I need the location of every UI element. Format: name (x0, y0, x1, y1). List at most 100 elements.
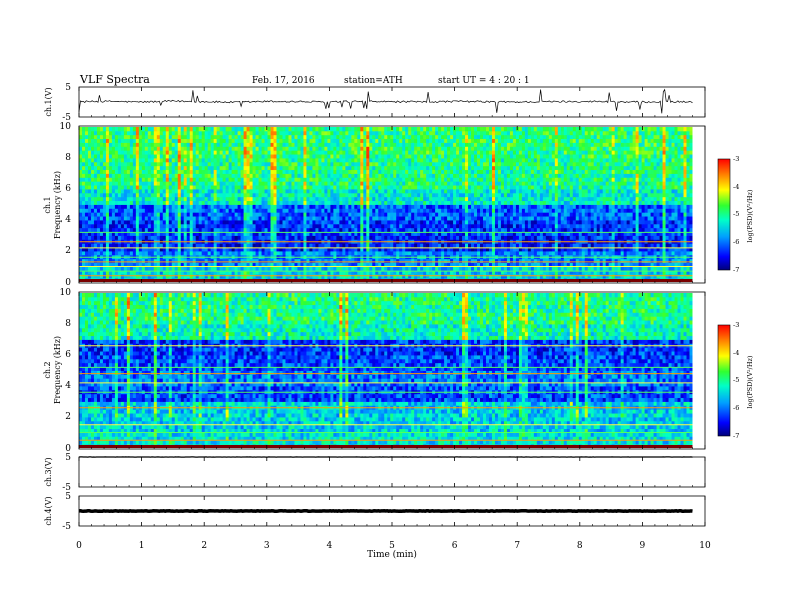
ch1-spectrogram-cell (650, 262, 654, 267)
ch1-spectrogram-cell (96, 247, 101, 252)
ch1-spectrogram-cell (641, 243, 645, 248)
ch1-spectrogram-cell (297, 212, 301, 217)
ch1-spectrogram-cell (144, 243, 149, 248)
ch1-spectrogram-cell (471, 216, 475, 221)
ch1-spectrogram-cell (330, 196, 334, 202)
ch1-spectrogram-cell (414, 200, 418, 205)
ch1-spectrogram-cell (135, 274, 140, 279)
ch1-spectrogram-cell (87, 251, 92, 256)
ch1-spectrogram-cell (159, 212, 164, 217)
ch1-spectrogram-cell (180, 216, 185, 221)
ch1-spectrogram-cell (420, 196, 424, 202)
ch1-spectrogram-cell (345, 220, 349, 225)
ch1-spectrogram-cell (405, 189, 409, 194)
ch1-spectrogram-cell (432, 274, 436, 279)
ch1-spectrogram-cell (542, 270, 547, 275)
ch1-spectrogram-cell (165, 251, 170, 256)
ch1-spectrogram-cell (497, 231, 502, 236)
ch1-spectrogram-cell (303, 243, 307, 248)
ch1-spectrogram-cell (348, 243, 352, 248)
ch1-spectrogram-cell (108, 274, 113, 279)
ch1-spectrogram-cell (135, 223, 140, 229)
ch1-spectrogram-cell (366, 247, 370, 252)
ch1-spectrogram-cell (518, 258, 523, 264)
ch1-spectrogram-cell (174, 223, 179, 229)
ch1-spectrogram-cell (132, 235, 137, 240)
ch1-spectrogram-cell (99, 220, 104, 225)
ch1-spectrogram-cell (363, 200, 367, 205)
ch1-spectrogram-cell (405, 231, 409, 236)
ch1-spectrogram-cell (129, 189, 134, 194)
ch1-spectrogram-cell (204, 192, 209, 198)
ch1-spectrogram-cell (210, 212, 215, 217)
ch1-spectrogram-cell (581, 196, 586, 202)
ch1-spectrogram-cell (572, 196, 577, 202)
ch1-spectrogram-cell (611, 266, 616, 271)
ch1-spectrogram-cell (575, 227, 580, 233)
ch1-spectrogram-cell (345, 247, 349, 252)
ch1-spectrogram-cell (79, 196, 83, 202)
ch1-spectrogram-cell (438, 196, 442, 202)
ch1-spectrogram-cell (471, 220, 475, 225)
ch1-spectrogram-cell (527, 192, 532, 198)
ch1-spectrogram-cell (602, 266, 607, 271)
ch1-spectrogram-cell (515, 223, 520, 229)
ch1-spectrogram-cell (509, 204, 514, 209)
ch1-spectrogram-cell (159, 208, 164, 213)
ch1-spectrogram-cell (381, 189, 385, 194)
ch1-spectrogram-cell (488, 235, 493, 240)
ch1-spectrogram-cell (596, 231, 601, 236)
ch1-spectrogram-cell (363, 274, 367, 279)
ch1-spectrogram-cell (255, 189, 259, 194)
ch1-spectrogram-cell (662, 262, 666, 267)
ch1-spectrogram-cell (258, 223, 262, 229)
ch1-spectrogram-cell (276, 231, 280, 236)
ch1-spectrogram-cell (111, 200, 116, 205)
ch1-spectrogram-cell (536, 220, 541, 225)
ch1-spectrogram-cell (453, 189, 457, 194)
ch1-spectrogram-cell (294, 258, 298, 264)
ch1-spectrogram-cell (366, 212, 370, 217)
ch1-spectrogram-cell (671, 189, 675, 194)
ch1-spectrogram-cell (126, 200, 131, 205)
ch1-spectrogram-cell (204, 258, 209, 264)
ch1-spectrogram-cell (387, 196, 391, 202)
ch1-spectrogram-cell (225, 212, 230, 217)
ch1-spectrogram-cell (399, 192, 403, 198)
ch1-spectrogram-cell (219, 185, 224, 190)
ch1-spectrogram-cell (342, 216, 346, 221)
ch1-spectrogram-cell (632, 216, 637, 221)
ch1-spectrogram-cell (671, 251, 675, 256)
ch1-spectrogram-cell (653, 196, 657, 202)
ch1-spectrogram-cell (351, 227, 355, 233)
ch1-spectrogram-cell (557, 196, 562, 202)
ch1-spectrogram-cell (111, 192, 116, 198)
ch1-spectrogram-cell (378, 266, 382, 271)
ch1-spectrogram-cell (402, 216, 406, 221)
ch1-spectrogram-cell (156, 231, 161, 236)
ch1-spectrogram-cell (255, 227, 259, 233)
ch1-spectrogram-cell (129, 220, 134, 225)
ch1-spectrogram-cell (620, 192, 625, 198)
ch1-spectrogram-cell (258, 270, 262, 275)
ch1-spectrogram-cell (593, 274, 598, 279)
ch1-spectrogram-cell (647, 227, 651, 233)
ch1-spectrogram-cell (488, 220, 493, 225)
ch1-spectrogram-cell (596, 212, 601, 217)
ch1-spectrogram-cell (545, 235, 550, 240)
ch1-spectrogram-cell (551, 189, 556, 194)
ch1-spectrogram-cell (665, 231, 669, 236)
ch1-spectrogram-cell (500, 235, 505, 240)
ch1-spectrogram-cell (423, 262, 427, 267)
ch1-spectrogram-cell (255, 220, 259, 225)
ch1-spectrogram-cell (147, 274, 152, 279)
ch1-spectrogram-cell (572, 251, 577, 256)
ch1-spectrogram-cell (210, 204, 215, 209)
ch1-spectrogram-cell (614, 200, 619, 205)
ch1-spectrogram-cell (384, 196, 388, 202)
ch1-spectrogram-cell (402, 208, 406, 213)
ch1-spectrogram-cell (111, 196, 116, 202)
ch1-spectrogram-cell (222, 185, 227, 190)
ch1-spectrogram-cell (369, 192, 373, 198)
ch1-spectrogram-cell (312, 270, 316, 275)
